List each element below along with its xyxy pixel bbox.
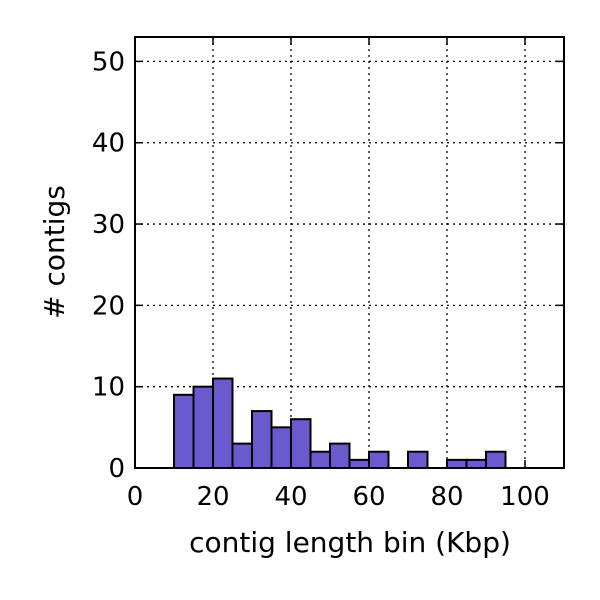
histogram-bar [173, 393, 195, 469]
x-tick-label: 20 [196, 482, 229, 512]
y-tick-labels: 0 10 20 30 40 50 [92, 47, 125, 484]
histogram-bar [329, 442, 351, 469]
histogram-bar [231, 442, 253, 469]
plot-frame [134, 36, 565, 469]
axis-ticks [134, 37, 564, 469]
histogram-bar [251, 410, 273, 469]
histogram-bar [485, 450, 507, 469]
y-axis-label: # contigs [38, 185, 71, 319]
x-tick-label: 0 [127, 482, 144, 512]
histogram-bar [368, 450, 390, 469]
histogram-bar [192, 385, 214, 470]
y-tick-label: 50 [92, 47, 125, 77]
x-tick-label: 100 [500, 482, 550, 512]
y-tick-label: 0 [108, 454, 125, 484]
x-tick-label: 80 [430, 482, 463, 512]
x-tick-label: 40 [274, 482, 307, 512]
x-axis-label: contig length bin (Kbp) [189, 526, 511, 559]
histogram-bar [309, 450, 331, 469]
histogram-bar [270, 426, 292, 470]
histogram-bar [446, 458, 468, 469]
histogram-bars [173, 377, 507, 470]
y-tick-label: 10 [92, 373, 125, 403]
histogram-bar [348, 458, 370, 469]
histogram-bar [212, 377, 234, 470]
x-tick-label: 60 [352, 482, 385, 512]
x-tick-labels: 0 20 40 60 80 100 [127, 482, 550, 512]
histogram-bar [465, 458, 487, 469]
y-tick-label: 40 [92, 129, 125, 159]
histogram-bar [407, 450, 429, 469]
y-tick-label: 30 [92, 210, 125, 240]
y-tick-label: 20 [92, 291, 125, 321]
histogram-bar [290, 418, 312, 470]
